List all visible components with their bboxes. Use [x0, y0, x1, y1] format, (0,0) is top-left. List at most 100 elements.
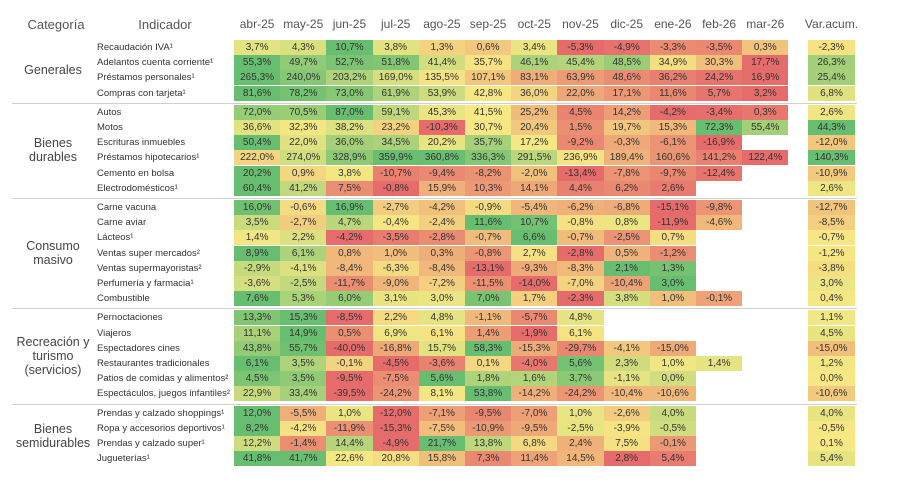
heat-cell: -9,2%: [557, 135, 604, 151]
heat-cell: 45,4%: [557, 55, 604, 71]
heat-cell: 17,2%: [511, 135, 558, 151]
heat-cell: 3,7%: [234, 40, 281, 55]
heat-cell: 22,6%: [326, 451, 373, 467]
heat-cell: 6,9%: [372, 325, 419, 341]
heat-cell: -4,6%: [696, 215, 743, 231]
heat-cell: -5,4%: [511, 200, 558, 215]
heat-cell: 274,0%: [280, 150, 327, 166]
heat-cell: 34,9%: [649, 55, 696, 71]
heat-cell: 1,0%: [372, 245, 419, 261]
heat-cell: -4,9%: [372, 436, 419, 451]
heat-cell: -15,3%: [511, 340, 558, 356]
heat-cell: 203,2%: [326, 70, 373, 86]
heat-cell: 1,4%: [465, 325, 512, 341]
cumulative-cell: 44,3%: [808, 120, 855, 135]
heat-cell: -5,7%: [511, 310, 558, 326]
heat-cell: 45,3%: [418, 104, 465, 120]
heat-cell: -0,1%: [649, 436, 696, 451]
heat-cell: -0,5%: [649, 420, 696, 436]
cumulative-cell: 1,1%: [808, 310, 855, 326]
heat-cell: 3,0%: [649, 276, 696, 291]
heat-cell: -7,0%: [557, 276, 604, 291]
heat-cell: -0,1%: [326, 356, 373, 371]
cumulative-cell: 140,3%: [808, 150, 855, 166]
heat-cell: 2,2%: [372, 310, 419, 326]
heat-cell: 58,3%: [465, 340, 512, 356]
heat-cell: -10,9%: [465, 420, 512, 436]
heat-cell: -9,8%: [696, 200, 743, 215]
heat-cell: 359,9%: [372, 150, 419, 166]
heat-cell: 32,3%: [280, 120, 327, 135]
heat-cell: -10,3%: [418, 120, 465, 135]
heat-cell: 13,3%: [234, 310, 281, 326]
heat-cell: -8,4%: [418, 260, 465, 276]
heat-cell: 55,4%: [742, 120, 789, 135]
heat-cell: -3,6%: [234, 276, 281, 291]
heat-cell: 12,2%: [234, 436, 281, 451]
heat-cell: 87,0%: [326, 104, 373, 120]
heat-cell: 1,0%: [557, 405, 604, 421]
heat-cell: 7,5%: [326, 180, 373, 196]
heat-cell: 7,0%: [465, 291, 512, 307]
cumulative-cell: 4,5%: [808, 325, 855, 341]
heat-cell: -11,7%: [326, 276, 373, 291]
heat-cell: -7,1%: [418, 405, 465, 421]
heat-cell: -15,0%: [649, 340, 696, 356]
indicator-label: Lácteos¹: [97, 232, 134, 244]
cumulative-cell: 1,2%: [808, 356, 855, 371]
heat-cell: 6,1%: [280, 245, 327, 261]
heat-cell: -2,8%: [557, 245, 604, 261]
heat-cell: 122,4%: [742, 150, 789, 166]
heat-cell: -2,9%: [234, 260, 281, 276]
cumulative-cell: 3,0%: [808, 276, 855, 291]
heat-cell: -9,5%: [465, 405, 512, 421]
heat-cell: -10,4%: [603, 386, 650, 402]
heat-cell: 2,4%: [557, 436, 604, 451]
heat-cell: 30,3%: [696, 55, 743, 71]
heat-cell: 189,4%: [603, 150, 650, 166]
heat-cell: 1,8%: [465, 371, 512, 387]
heat-cell: -16,9%: [696, 135, 743, 151]
heat-cell: -2,0%: [511, 165, 558, 181]
indicator-label: Perfumería y farmacia¹: [97, 278, 194, 289]
heat-cell: 0,6%: [465, 40, 512, 55]
indicator-label: Compras con tarjeta¹: [97, 87, 186, 99]
heat-cell: 2,6%: [649, 180, 696, 196]
heat-cell: -1,2%: [649, 245, 696, 261]
month-header: nov-25: [562, 17, 599, 31]
heat-cell: -4,2%: [326, 230, 373, 246]
heat-cell: 34,5%: [372, 135, 419, 151]
indicator-label: Motos: [97, 122, 123, 133]
heat-cell: 3,2%: [742, 85, 789, 101]
heat-cell: -0,8%: [372, 180, 419, 196]
heat-cell: 3,5%: [234, 215, 281, 231]
heat-cell: 8,2%: [234, 420, 281, 436]
heat-cell: 4,4%: [557, 180, 604, 196]
indicator-label: Préstamos hipotecarios¹: [97, 152, 200, 164]
heat-cell: -6,2%: [557, 200, 604, 215]
cumulative-cell: 6,8%: [808, 85, 855, 101]
indicator-label: Prendas y calzado super¹: [97, 438, 205, 449]
month-header: dic-25: [610, 17, 644, 31]
indicator-label: Restaurantes tradicionales: [97, 358, 210, 369]
heat-cell: -7,0%: [511, 405, 558, 421]
cumulative-cell: -15,0%: [808, 340, 855, 356]
heat-cell: 4,8%: [418, 310, 465, 326]
heat-cell: 53,9%: [418, 85, 465, 101]
heat-cell: 48,5%: [603, 55, 650, 71]
heat-cell: -0,8%: [465, 245, 512, 261]
heat-cell: 46,1%: [511, 55, 558, 71]
category-label: Generales: [24, 63, 82, 78]
heat-cell: 360,8%: [418, 150, 465, 166]
cumulative-cell: -8,5%: [808, 215, 855, 231]
month-header: feb-26: [702, 17, 737, 31]
heat-cell: -15,3%: [372, 420, 419, 436]
heat-cell: 1,0%: [649, 291, 696, 307]
heat-cell: -9,4%: [418, 165, 465, 181]
heat-cell: 4,5%: [557, 104, 604, 120]
heat-cell: -9,5%: [511, 420, 558, 436]
heat-cell: 15,8%: [418, 451, 465, 467]
heat-cell: -0,1%: [696, 291, 743, 307]
heat-cell: -40,0%: [326, 340, 373, 356]
heat-cell: -29,7%: [557, 340, 604, 356]
